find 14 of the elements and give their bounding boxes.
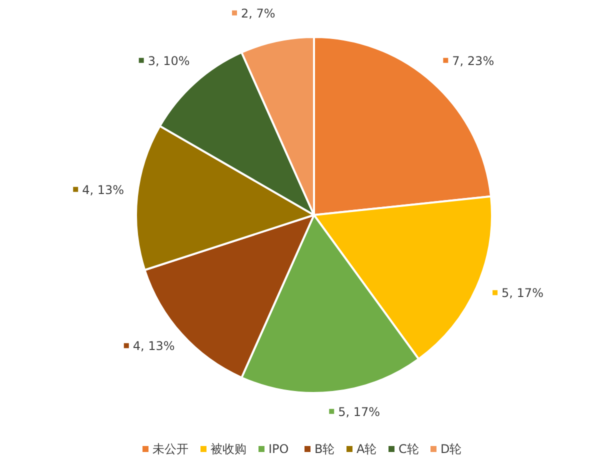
data-label: 4, 13%	[82, 182, 124, 197]
legend-label: D轮	[440, 442, 462, 456]
data-label: 2, 7%	[241, 6, 276, 20]
legend-label: A轮	[356, 442, 377, 456]
data-label: 5, 17%	[502, 286, 544, 300]
legend-label: B轮	[314, 442, 335, 456]
data-label: 5, 17%	[338, 404, 380, 419]
data-label: 3, 10%	[148, 54, 190, 68]
data-label: 7, 23%	[452, 54, 494, 68]
legend-label: 被收购	[210, 442, 246, 456]
legend-label: IPO	[268, 442, 289, 456]
data-label: 4, 13%	[132, 339, 175, 354]
legend-label: 未公开	[152, 442, 188, 456]
legend-label: C轮	[398, 442, 419, 456]
